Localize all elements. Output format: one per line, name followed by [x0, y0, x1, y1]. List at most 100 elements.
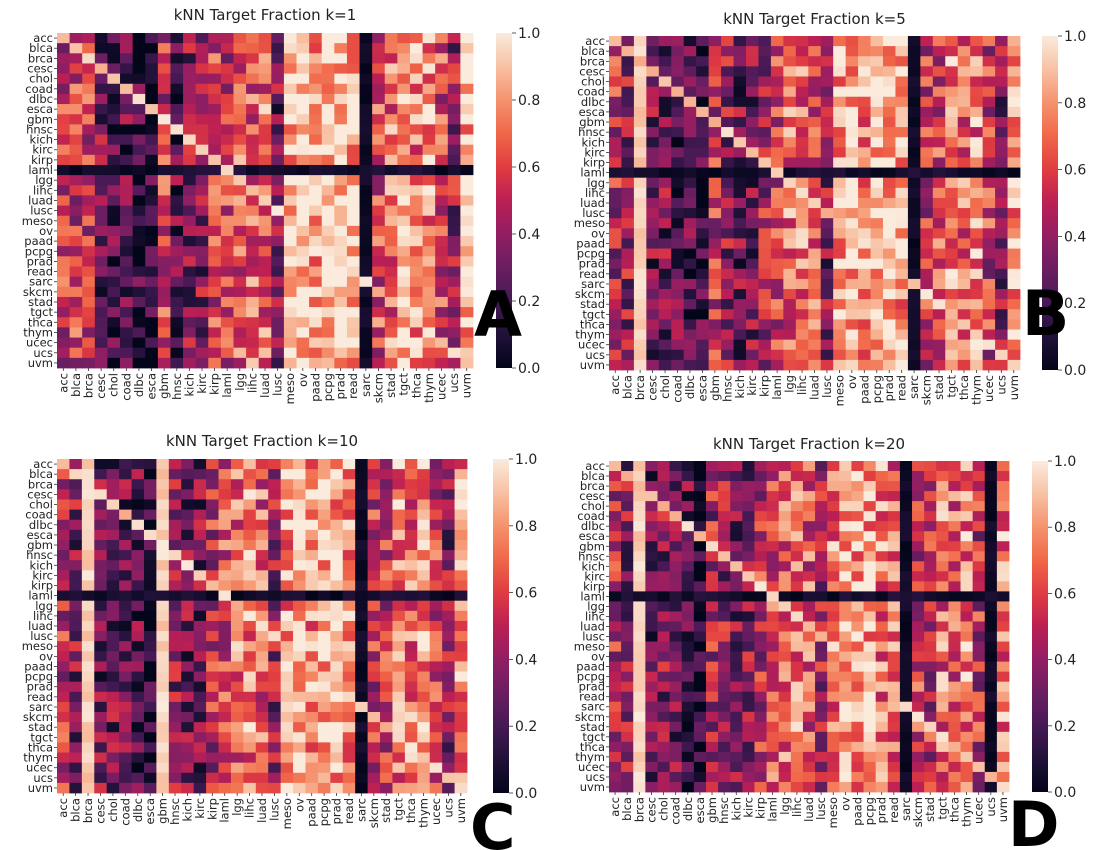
heatmap-cell — [156, 469, 170, 480]
heatmap-cell — [870, 218, 884, 229]
heatmap-cell — [920, 106, 934, 118]
heatmap-cell — [409, 175, 423, 186]
heatmap-cell — [255, 762, 269, 774]
heatmap-cell — [820, 147, 834, 158]
heatmap-cell — [120, 236, 134, 247]
heatmap-cell — [705, 511, 719, 522]
heatmap-cell — [442, 620, 455, 632]
heatmap-cell — [795, 248, 809, 260]
heatmap-cell — [778, 561, 792, 572]
heatmap-cell — [69, 317, 83, 328]
column-tick-label: chol — [657, 797, 671, 821]
heatmap-cell — [945, 299, 959, 310]
heatmap-cell — [404, 550, 418, 561]
heatmap-cell — [758, 106, 772, 118]
column-tick-label: paad — [850, 797, 864, 826]
heatmap-cell — [145, 327, 159, 338]
heatmap-cell — [820, 228, 834, 239]
heatmap-cell — [895, 359, 909, 371]
heatmap-cell — [609, 511, 622, 522]
heatmap-cell — [721, 167, 734, 179]
heatmap-cell — [168, 732, 182, 743]
heatmap-cell — [658, 56, 672, 67]
heatmap-cell — [246, 215, 260, 227]
heatmap-cell — [721, 106, 734, 118]
column-tick-label: gbm — [157, 373, 171, 399]
heatmap-cell — [887, 491, 901, 502]
heatmap-cell — [208, 124, 222, 135]
heatmap-cell — [183, 337, 197, 349]
heatmap-cell — [181, 610, 195, 622]
heatmap-cell — [230, 631, 244, 642]
heatmap-cell — [183, 93, 197, 105]
heatmap-cell — [168, 620, 182, 632]
heatmap-cell — [156, 560, 170, 571]
heatmap-cell — [766, 681, 780, 693]
heatmap-cell — [858, 238, 871, 249]
heatmap-cell — [936, 701, 949, 713]
column-tick-label: ucs — [441, 798, 455, 818]
heatmap-cell — [924, 691, 937, 703]
heatmap-cell — [645, 541, 658, 552]
heatmap-cell — [693, 741, 707, 753]
heatmap-cell — [984, 631, 998, 642]
heatmap-cell — [246, 33, 260, 44]
heatmap-cell — [208, 144, 222, 156]
heatmap-cell — [183, 164, 197, 176]
heatmap-cell — [1007, 289, 1021, 300]
heatmap-cell — [206, 722, 219, 733]
heatmap-cell — [271, 195, 285, 206]
heatmap-cell — [258, 307, 272, 318]
heatmap-cell — [730, 711, 743, 723]
heatmap-cell — [912, 781, 925, 793]
heatmap-cell — [57, 73, 71, 85]
heatmap-cell — [721, 309, 734, 320]
heatmap-cell — [397, 215, 411, 227]
heatmap-cell — [858, 116, 871, 128]
heatmap-cell — [912, 561, 925, 572]
heatmap-cell — [132, 347, 146, 359]
heatmap-cell — [633, 761, 646, 773]
heatmap-cell — [170, 347, 184, 359]
heatmap-cell — [81, 469, 95, 480]
heatmap-cell — [255, 489, 269, 500]
heatmap-cell — [778, 711, 792, 723]
heatmap-cell — [808, 116, 822, 128]
heatmap-cell — [183, 256, 197, 267]
heatmap-cell — [220, 144, 234, 156]
heatmap-cell — [429, 560, 443, 571]
heatmap-cell — [283, 317, 297, 328]
heatmap-cell — [883, 359, 896, 371]
heatmap-cell — [57, 641, 70, 652]
heatmap-cell — [119, 701, 132, 713]
heatmap-cell — [321, 286, 335, 298]
heatmap-cell — [145, 337, 159, 349]
heatmap-cell — [658, 86, 672, 98]
heatmap-cell — [742, 511, 755, 522]
heatmap-cell — [899, 461, 913, 472]
heatmap-cell — [156, 701, 170, 713]
heatmap-cell — [392, 550, 406, 561]
heatmap-cell — [839, 691, 852, 703]
heatmap-cell — [845, 96, 859, 108]
heatmap-cell — [681, 691, 695, 703]
row-tick-label: esca — [579, 529, 605, 543]
heatmap-cell — [69, 104, 83, 115]
heatmap-cell — [972, 611, 986, 622]
heatmap-cell — [220, 185, 234, 196]
heatmap-cell — [409, 195, 423, 206]
heatmap-cell — [693, 511, 707, 522]
heatmap-cell — [972, 761, 986, 773]
row-tick-label: lgg — [35, 173, 53, 187]
heatmap-cell — [392, 772, 406, 784]
heatmap-cell — [696, 147, 710, 158]
heatmap-cell — [887, 671, 901, 683]
heatmap-cell — [972, 681, 986, 693]
heatmap-cell — [206, 701, 219, 713]
heatmap-cell — [932, 106, 946, 118]
heatmap-cell — [945, 309, 959, 320]
heatmap-cell — [924, 751, 937, 763]
heatmap-cell — [82, 83, 96, 95]
heatmap-cell — [683, 46, 697, 57]
heatmap-cell — [208, 53, 222, 64]
